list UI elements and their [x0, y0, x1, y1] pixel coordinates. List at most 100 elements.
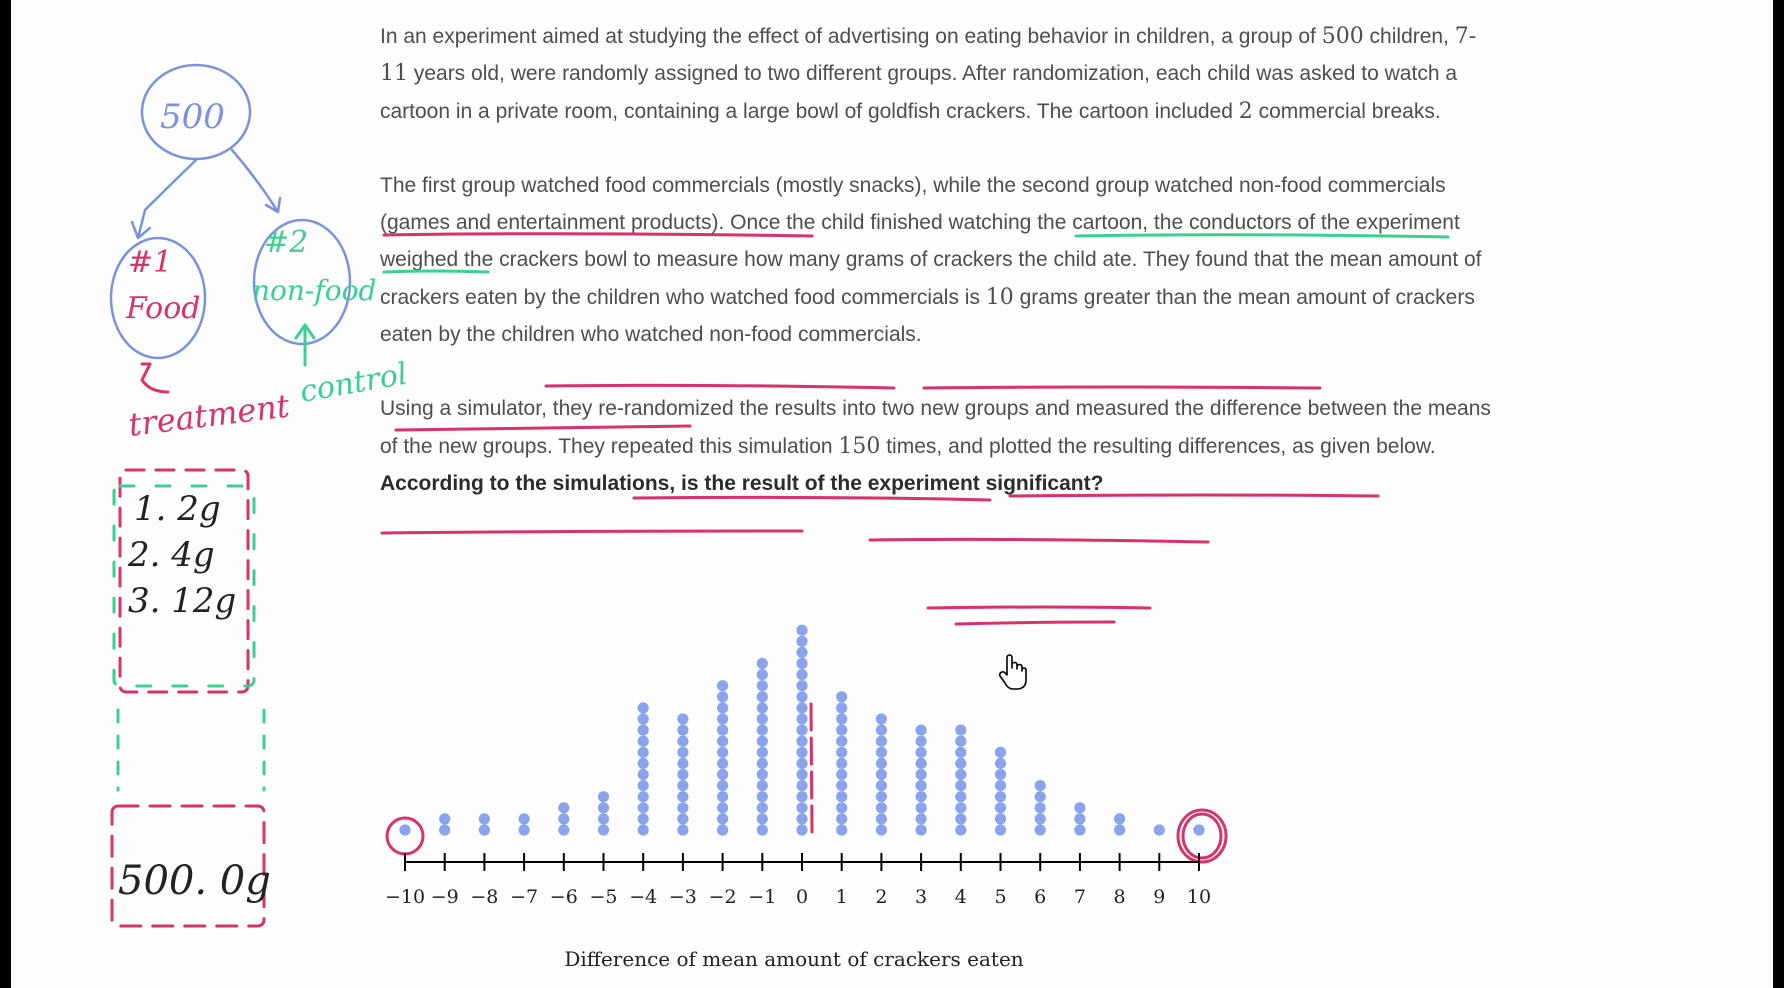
problem-statement: In an experiment aimed at studying the e…: [380, 18, 1500, 502]
problem-paragraph-2: The first group watched food commercials…: [380, 173, 1482, 347]
dot-x0-16: [796, 657, 808, 670]
dot-x1-6: [836, 768, 848, 781]
dot-x3-1: [915, 824, 927, 836]
dot-x1-7: [836, 757, 848, 769]
dot-x-2-14: [717, 680, 729, 692]
dot-x6-4: [1034, 791, 1046, 803]
tick-label--8: −8: [470, 886, 498, 908]
dot-x-1-10: [756, 724, 768, 736]
dot-x5-3: [994, 802, 1007, 814]
dot-x-4-12: [637, 702, 649, 714]
dot-x2-11: [875, 713, 888, 725]
dot-x1-1: [836, 824, 848, 836]
dot-x5-5: [994, 780, 1007, 792]
dot-x0-15: [796, 669, 808, 681]
dot-x-3-2: [677, 813, 689, 825]
dot-x-1-2: [756, 813, 768, 825]
dot-x-6-3: [558, 802, 570, 814]
dot-x-2-10: [717, 724, 729, 736]
dot-x1-5: [836, 780, 848, 792]
dot-x4-8: [955, 746, 967, 758]
hand-cursor-icon: [998, 654, 1027, 690]
dot-x0-14: [796, 680, 808, 692]
dot-x4-7: [955, 757, 967, 769]
num-age-range: 7-11: [380, 24, 1477, 87]
dot-x-3-6: [677, 768, 689, 781]
dot-x1-11: [836, 713, 848, 725]
list-item-3: 3. 12g: [128, 581, 236, 621]
dot-x0-8: [796, 746, 808, 758]
dot-x4-6: [955, 768, 967, 781]
dot-x2-2: [875, 813, 888, 825]
dot-x-6-1: [558, 824, 570, 836]
dot-x-1-9: [756, 735, 768, 747]
dot-x0-2: [796, 813, 808, 825]
tick-label-7: 7: [1074, 886, 1086, 908]
dot-x0-4: [796, 791, 808, 803]
dot-x-7-1: [518, 824, 530, 836]
dot-x-1-1: [756, 824, 768, 836]
dot-x-1-14: [756, 680, 768, 692]
dot-x-2-5: [717, 780, 729, 792]
tick-label-5: 5: [994, 886, 1006, 908]
dot-x-1-11: [756, 713, 768, 725]
group2-name: non-food: [252, 274, 376, 307]
dot-x1-12: [836, 702, 848, 714]
dot-x4-9: [955, 735, 967, 747]
num-breaks: 2: [1238, 98, 1253, 124]
dot-x2-8: [875, 746, 888, 758]
dot-x2-9: [875, 735, 888, 747]
dot-x0-13: [796, 691, 808, 703]
dot-x-2-6: [717, 768, 729, 781]
tick-label-2: 2: [875, 886, 887, 908]
dot-x1-3: [836, 802, 848, 814]
underline-repeated: [868, 537, 1210, 544]
dot-x-2-3: [717, 802, 729, 814]
dot-x-3-10: [677, 724, 689, 736]
dot-x6-5: [1034, 780, 1046, 792]
treatment-label: treatment: [126, 386, 291, 443]
tick-label--7: −7: [510, 886, 538, 908]
dot-x2-3: [875, 802, 888, 814]
dot-x5-4: [994, 791, 1007, 803]
dot-x3-7: [915, 757, 927, 769]
dot-x-2-11: [717, 713, 729, 725]
dot-x-2-9: [717, 735, 729, 747]
dot-x-1-16: [756, 657, 768, 670]
dot-x-3-7: [677, 757, 689, 769]
dot-x8-1: [1114, 824, 1126, 836]
dot-x-3-5: [677, 780, 689, 792]
dot-x4-4: [955, 791, 967, 803]
dot-x10-1: [1193, 824, 1205, 836]
control-arrow: [294, 323, 316, 367]
dot-x0-9: [796, 735, 808, 747]
dot-x0-11: [796, 713, 808, 725]
dot-plot-dots: [399, 624, 1205, 836]
dot-x7-3: [1074, 802, 1086, 814]
dot-x0-18: [796, 635, 808, 647]
x-axis-ticks: −10 −9 −8 −7 −6 −5 −4 −3 −2 −1 0 1 2 3 4 5 6 7 8 9 10: [385, 853, 1211, 908]
dot-plot: −10 −9 −8 −7 −6 −5 −4 −3 −2 −1 0 1 2 3 4 5 6 7 8 9 10 Differ…: [385, 624, 1211, 971]
dot-x5-6: [994, 768, 1007, 781]
dot-x-1-4: [756, 791, 768, 803]
dot-x0-3: [796, 802, 808, 814]
dot-x-1-8: [756, 746, 768, 758]
dot-x-4-10: [637, 724, 649, 736]
dot-x3-5: [915, 780, 927, 792]
group2-number: #2: [264, 225, 308, 260]
dot-x-7-2: [518, 813, 530, 825]
dot-x0-7: [796, 757, 808, 769]
tick-label-9: 9: [1153, 886, 1165, 908]
tick-label-1: 1: [836, 886, 848, 908]
dot-x0-12: [796, 702, 808, 714]
dot-x0-5: [796, 780, 808, 792]
dot-x-8-1: [478, 824, 490, 836]
tick-label-8: 8: [1114, 886, 1126, 908]
dot-x-2-8: [717, 746, 729, 758]
dot-x1-2: [836, 813, 848, 825]
dot-x-8-2: [478, 813, 490, 825]
group2-circle: [252, 218, 352, 346]
dot-x-2-12: [717, 702, 729, 714]
dot-x6-3: [1034, 802, 1046, 814]
dot-x3-4: [915, 791, 927, 803]
